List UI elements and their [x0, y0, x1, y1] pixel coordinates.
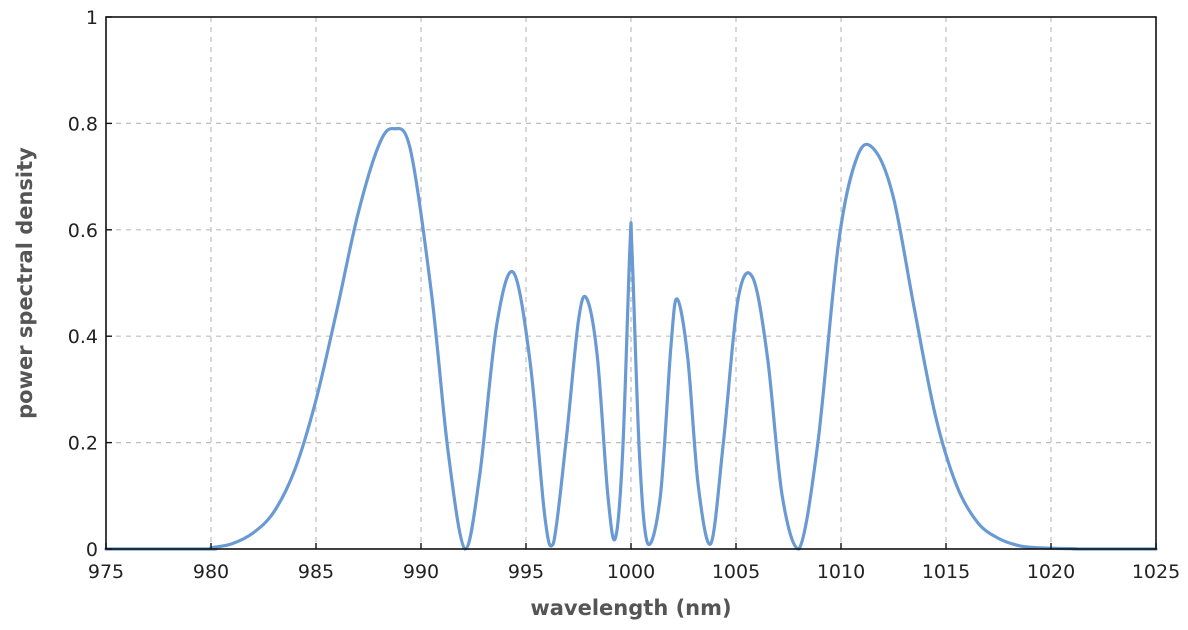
data-point: [935, 416, 936, 417]
y-tick-label: 0.8: [68, 113, 98, 135]
data-point: [337, 309, 338, 310]
x-tick-label: 975: [88, 561, 124, 583]
x-tick-label: 995: [508, 561, 544, 583]
data-point: [752, 277, 753, 278]
data-point: [586, 299, 587, 300]
x-tick-label: 1000: [607, 561, 655, 583]
data-point: [639, 453, 640, 454]
data-point: [496, 325, 497, 326]
x-tick-label: 990: [403, 561, 439, 583]
x-axis-label: wavelength (nm): [530, 596, 731, 620]
data-point: [782, 495, 783, 496]
data-point: [479, 474, 480, 475]
x-tick-label: 980: [193, 561, 229, 583]
x-tick-label: 985: [298, 561, 334, 583]
x-axis-ticks: 975 980 985 990 995 1000 1005 1010 1015 1020 1025: [88, 543, 1180, 583]
plot-area: [104, 126, 1158, 551]
data-point: [597, 357, 598, 358]
data-point: [544, 517, 545, 518]
y-axis-ticks: 0 0.2 0.4 0.6 0.8 1: [68, 7, 112, 561]
data-point: [767, 357, 768, 358]
data-point: [607, 495, 608, 496]
data-point: [660, 495, 661, 496]
data-point: [998, 538, 999, 539]
data-point: [379, 144, 380, 145]
grid-lines: [106, 17, 1156, 549]
data-point: [817, 442, 818, 443]
data-point: [393, 128, 394, 129]
data-point: [647, 543, 648, 544]
data-point: [838, 240, 839, 241]
data-point: [431, 293, 432, 294]
x-tick-label: 1015: [922, 561, 970, 583]
data-point: [893, 197, 894, 198]
data-point: [448, 453, 449, 454]
data-point: [1019, 545, 1020, 546]
data-point: [274, 511, 275, 512]
data-point: [874, 150, 875, 151]
y-tick-label: 0: [86, 539, 98, 561]
data-point: [914, 309, 915, 310]
data-point: [670, 346, 671, 347]
y-tick-label: 1: [86, 7, 98, 29]
data-point: [316, 400, 317, 401]
data-point: [723, 442, 724, 443]
x-tick-label: 1005: [712, 561, 760, 583]
y-tick-label: 0.2: [68, 433, 98, 455]
data-point: [358, 213, 359, 214]
data-point: [622, 453, 623, 454]
y-axis-label: power spectral density: [13, 147, 37, 419]
data-point: [530, 362, 531, 363]
data-point: [615, 538, 616, 539]
data-point: [565, 442, 566, 443]
data-point: [513, 272, 514, 273]
data-point: [253, 533, 254, 534]
data-point: [578, 320, 579, 321]
x-tick-label: 1010: [817, 561, 865, 583]
data-point: [738, 299, 739, 300]
data-point: [677, 299, 678, 300]
data-point: [410, 150, 411, 151]
data-point: [710, 543, 711, 544]
data-point: [632, 251, 633, 252]
y-tick-label: 0.6: [68, 220, 98, 242]
series-line: [104, 126, 1158, 551]
data-point: [956, 485, 957, 486]
data-point: [687, 357, 688, 358]
y-tick-label: 0.4: [68, 326, 98, 348]
data-point: [295, 469, 296, 470]
data-point: [977, 522, 978, 523]
data-point: [857, 155, 858, 156]
data-point: [553, 543, 554, 544]
data-point: [698, 485, 699, 486]
data-point: [232, 543, 233, 544]
x-tick-label: 1025: [1132, 561, 1180, 583]
data-point: [630, 245, 631, 246]
x-tick-label: 1020: [1027, 561, 1075, 583]
